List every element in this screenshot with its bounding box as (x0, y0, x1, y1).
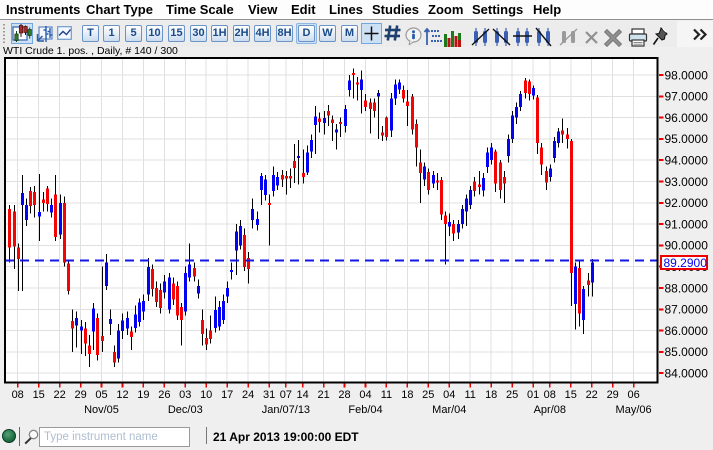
svg-text:18: 18 (485, 389, 497, 401)
svg-text:14: 14 (296, 389, 308, 401)
svg-text:03: 03 (179, 389, 191, 401)
svg-text:01: 01 (527, 389, 539, 401)
svg-text:Nov/05: Nov/05 (84, 404, 119, 416)
svg-text:98.0000: 98.0000 (665, 68, 709, 82)
svg-text:18: 18 (401, 389, 413, 401)
svg-text:93.0000: 93.0000 (665, 175, 709, 189)
svg-text:Mar/04: Mar/04 (432, 404, 466, 416)
svg-text:08: 08 (12, 389, 24, 401)
svg-text:88.0000: 88.0000 (665, 281, 709, 295)
svg-text:07: 07 (280, 389, 292, 401)
svg-text:04: 04 (359, 389, 371, 401)
svg-text:Feb/04: Feb/04 (348, 404, 382, 416)
svg-text:97.0000: 97.0000 (665, 90, 709, 104)
svg-text:96.0000: 96.0000 (665, 111, 709, 125)
svg-text:94.0000: 94.0000 (665, 154, 709, 168)
svg-text:17: 17 (221, 389, 233, 401)
svg-text:04: 04 (443, 389, 455, 401)
svg-text:Jan/07/13: Jan/07/13 (262, 404, 310, 416)
svg-text:91.0000: 91.0000 (665, 217, 709, 231)
svg-text:08: 08 (544, 389, 556, 401)
svg-text:05: 05 (95, 389, 107, 401)
svg-text:19: 19 (137, 389, 149, 401)
svg-text:25: 25 (506, 389, 518, 401)
svg-text:29: 29 (607, 389, 619, 401)
svg-text:24: 24 (242, 389, 254, 401)
svg-text:12: 12 (116, 389, 128, 401)
svg-text:31: 31 (263, 389, 275, 401)
svg-text:22: 22 (586, 389, 598, 401)
svg-text:26: 26 (158, 389, 170, 401)
svg-text:15: 15 (33, 389, 45, 401)
svg-text:21: 21 (317, 389, 329, 401)
svg-text:06: 06 (627, 389, 639, 401)
svg-text:Dec/03: Dec/03 (168, 404, 203, 416)
svg-text:25: 25 (422, 389, 434, 401)
svg-text:11: 11 (464, 389, 475, 401)
svg-text:10: 10 (200, 389, 212, 401)
svg-text:84.0000: 84.0000 (665, 367, 709, 381)
svg-text:90.0000: 90.0000 (665, 239, 709, 253)
svg-text:89.2900: 89.2900 (664, 256, 708, 270)
svg-text:Apr/08: Apr/08 (534, 404, 566, 416)
svg-text:28: 28 (338, 389, 350, 401)
svg-text:15: 15 (565, 389, 577, 401)
svg-text:85.0000: 85.0000 (665, 345, 709, 359)
svg-text:May/06: May/06 (616, 404, 652, 416)
svg-text:92.0000: 92.0000 (665, 196, 709, 210)
svg-text:22: 22 (53, 389, 65, 401)
svg-text:11: 11 (381, 389, 392, 401)
svg-text:87.0000: 87.0000 (665, 303, 709, 317)
svg-text:86.0000: 86.0000 (665, 324, 709, 338)
svg-text:95.0000: 95.0000 (665, 132, 709, 146)
svg-text:29: 29 (74, 389, 86, 401)
